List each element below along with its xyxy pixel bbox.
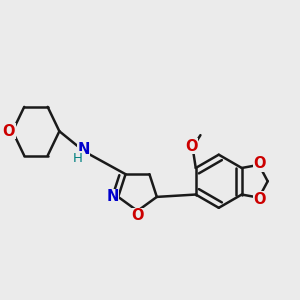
Text: O: O — [2, 124, 15, 139]
Text: N: N — [106, 189, 119, 204]
Text: O: O — [254, 192, 266, 207]
Text: N: N — [77, 142, 90, 157]
Text: O: O — [254, 156, 266, 171]
Text: O: O — [185, 139, 197, 154]
Text: O: O — [131, 208, 144, 224]
Text: H: H — [73, 152, 82, 165]
